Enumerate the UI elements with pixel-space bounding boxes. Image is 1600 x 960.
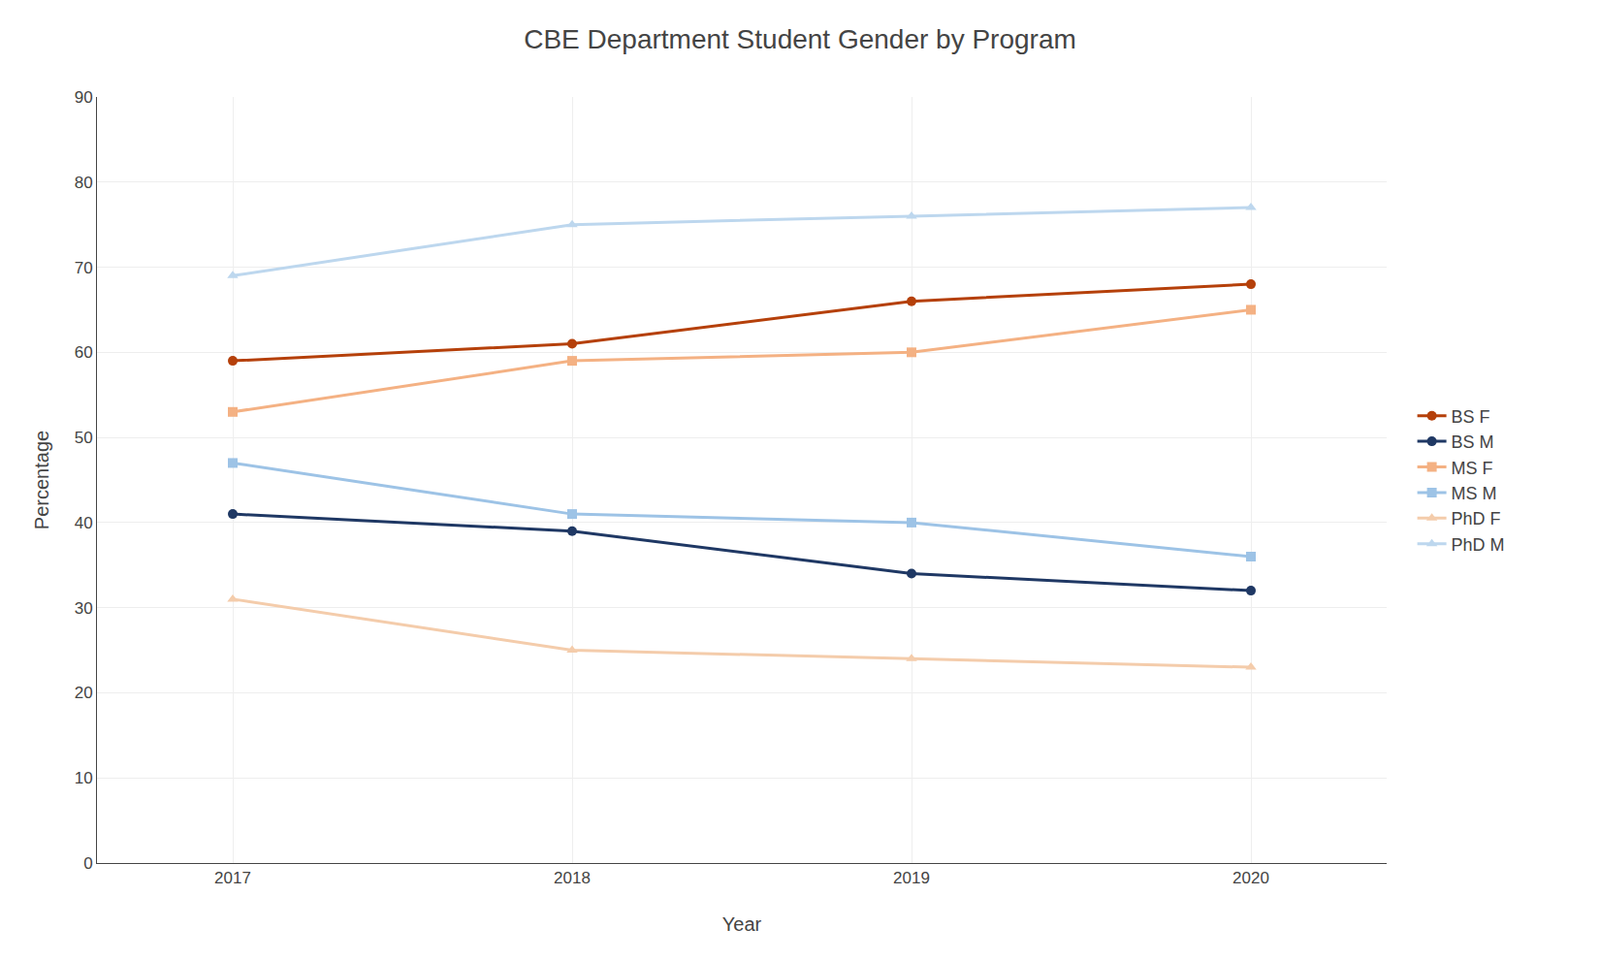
svg-text:PhD M: PhD M	[1451, 535, 1505, 555]
svg-text:60: 60	[74, 343, 94, 362]
svg-text:MS M: MS M	[1451, 483, 1498, 504]
svg-text:0: 0	[83, 854, 93, 873]
svg-text:2018: 2018	[553, 868, 591, 888]
svg-text:90: 90	[74, 88, 94, 107]
svg-text:30: 30	[74, 599, 94, 618]
svg-text:2020: 2020	[1232, 868, 1270, 888]
svg-text:2019: 2019	[893, 868, 930, 888]
svg-text:MS F: MS F	[1451, 458, 1494, 479]
svg-text:PhD F: PhD F	[1451, 509, 1502, 529]
svg-text:2017: 2017	[214, 868, 252, 888]
svg-text:10: 10	[74, 768, 94, 788]
svg-text:CBE Department Student Gender: CBE Department Student Gender by Program	[523, 24, 1077, 55]
svg-text:Percentage: Percentage	[31, 430, 53, 530]
svg-text:80: 80	[74, 173, 94, 192]
svg-text:50: 50	[74, 428, 94, 448]
svg-text:Year: Year	[722, 913, 763, 935]
svg-text:BS F: BS F	[1451, 407, 1491, 427]
svg-text:70: 70	[74, 258, 94, 278]
svg-text:20: 20	[74, 683, 94, 703]
svg-text:40: 40	[74, 513, 94, 533]
svg-text:BS M: BS M	[1451, 432, 1495, 452]
